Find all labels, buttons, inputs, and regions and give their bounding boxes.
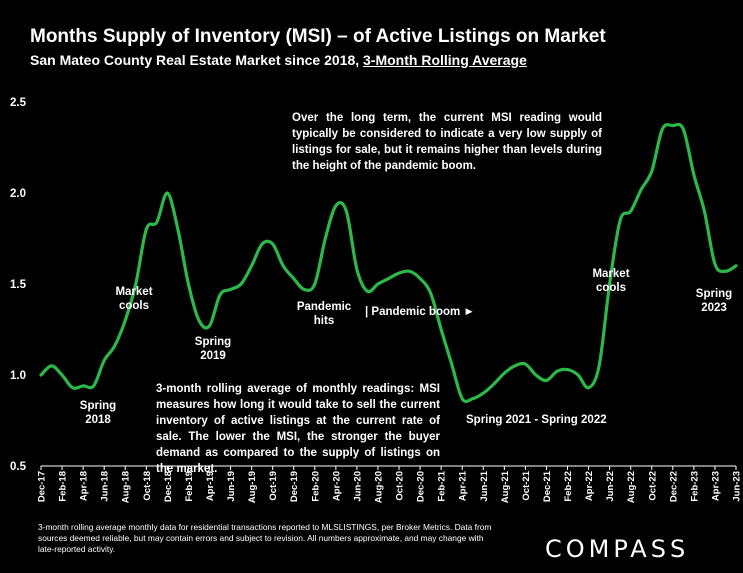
msi-explanation-note: 3-month rolling average of monthly readi…	[156, 383, 440, 475]
x-tick-label: Feb-20	[310, 471, 321, 502]
annotation-spring-2018-line1: Spring	[79, 400, 117, 412]
x-tick-label: Aug-20	[373, 471, 384, 503]
x-tick-label: Apr-22	[584, 471, 595, 501]
annotation-spring-2023: Spring 2023	[688, 287, 740, 315]
data-points	[40, 125, 737, 399]
y-tick-label: 0.5	[10, 461, 27, 473]
annotation-pandemic-boom: | Pandemic boom ►	[365, 306, 475, 318]
x-tick-label: Aug-22	[626, 471, 637, 503]
y-tick-label: 2.5	[10, 97, 27, 109]
subtitle-main: San Mateo County Real Estate Market sinc…	[30, 52, 360, 68]
x-tick-label: Oct-20	[395, 471, 406, 501]
annotation-spring-2018-line2: 2018	[85, 414, 111, 426]
chart-subtitle: San Mateo County Real Estate Market sinc…	[30, 52, 527, 68]
x-axis: Dec-17 Feb-18 Apr-18 Jun-18 Aug-18 Oct-18 Dec-…	[37, 466, 743, 503]
annotation-market-cools-1: Market cools	[108, 285, 160, 313]
x-tick-label: Jun-23	[732, 471, 743, 502]
x-tick-label: Oct-19	[268, 471, 279, 501]
x-tick-label: Dec-17	[37, 471, 48, 502]
y-axis: 0.5 1.0 1.5 2.0 2.5	[10, 97, 736, 473]
x-tick-label: Feb-22	[563, 471, 574, 502]
x-tick-label: Dec-21	[542, 470, 553, 502]
x-tick-label: Apr-21	[458, 470, 469, 501]
annotation-spring-2019: Spring 2019	[185, 335, 241, 363]
x-tick-label: Feb-18	[58, 471, 69, 502]
annotation-spring-2019-line2: 2019	[200, 350, 226, 362]
annotation-spring-2023-line1: Spring	[695, 288, 733, 300]
annotation-market-cools-2-line2: cools	[595, 282, 627, 294]
x-tick-label: Feb-23	[689, 471, 700, 502]
x-tick-label: Dec-22	[668, 471, 679, 502]
x-tick-label: Dec-20	[416, 471, 427, 502]
x-tick-label: Jun-18	[100, 471, 111, 502]
x-tick-label: Oct-21	[521, 470, 532, 500]
annotation-market-cools-2-line1: Market	[592, 268, 630, 280]
annotation-market-cools-1-line1: Market	[115, 286, 153, 298]
annotation-market-cools-1-line2: cools	[118, 300, 150, 312]
annotation-pandemic-hits-line2: hits	[313, 315, 335, 327]
y-tick-label: 1.0	[10, 370, 26, 382]
x-tick-label: Aug-18	[121, 471, 132, 503]
x-tick-label: Apr-20	[331, 471, 342, 501]
annotation-spring-2019-line1: Spring	[194, 336, 232, 348]
annotation-spring-2021-2022: Spring 2021 - Spring 2022	[466, 414, 607, 426]
annotation-spring-2023-line2: 2023	[701, 302, 727, 314]
chart-title: Months Supply of Inventory (MSI) – of Ac…	[30, 26, 606, 47]
y-tick-label: 2.0	[10, 188, 26, 200]
x-tick-label: Jun-19	[226, 471, 237, 502]
x-tick-label: Feb-21	[437, 470, 448, 501]
x-tick-label: Apr-18	[79, 471, 90, 501]
annotation-pandemic-hits-line1: Pandemic	[296, 301, 352, 313]
msi-series-line	[39, 122, 738, 404]
x-tick-label: Apr-19	[205, 471, 216, 501]
x-tick-label: Aug-21	[500, 470, 511, 503]
annotation-spring-2018: Spring 2018	[70, 399, 126, 427]
compass-logo: COMPASS	[545, 535, 690, 563]
x-tick-label: Jun-21	[479, 470, 490, 501]
footnote: 3-month rolling average monthly data for…	[38, 522, 492, 554]
y-tick-label: 1.5	[10, 279, 27, 291]
x-tick-label: Oct-18	[142, 471, 153, 501]
x-tick-label: Jun-22	[605, 471, 616, 502]
x-tick-label: Dec-18	[163, 471, 174, 502]
x-tick-label: Dec-19	[289, 471, 300, 502]
long-term-note: Over the long term, the current MSI read…	[292, 112, 602, 172]
annotation-market-cools-2: Market cools	[585, 267, 637, 295]
x-tick-label: Apr-23	[710, 471, 721, 501]
x-tick-label: Jun-20	[352, 471, 363, 502]
x-tick-label: Oct-22	[647, 471, 658, 501]
annotation-pandemic-hits: Pandemic hits	[291, 300, 357, 328]
subtitle-rolling-average: 3-Month Rolling Average	[363, 52, 527, 68]
x-tick-label: Aug-19	[247, 471, 258, 503]
x-tick-label: Feb-19	[184, 471, 195, 502]
